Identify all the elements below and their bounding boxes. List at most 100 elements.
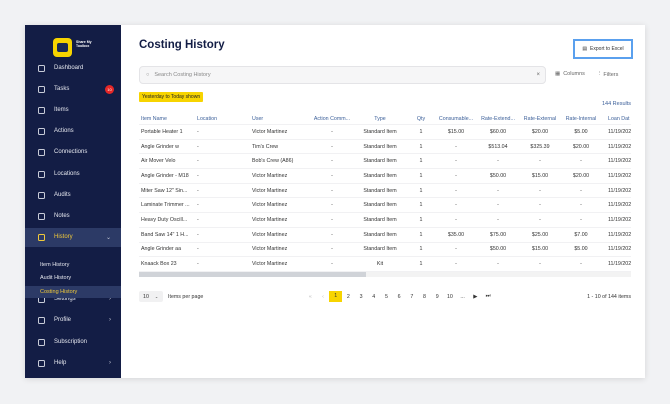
- table-cell: $20.00: [572, 143, 590, 150]
- table-row[interactable]: Portable Heater 1 - Victor Martinez - Standa…: [139, 125, 631, 140]
- sidebar-item-history[interactable]: History ⌄: [25, 227, 121, 247]
- column-header[interactable]: Rate-External: [523, 116, 557, 122]
- table-cell: Kit: [376, 261, 384, 268]
- pagination: 10 ⌄ Items per page « ‹ 1 2 3 4 5 6 7 8 9 10... ▶ ⏭ 1 …: [139, 291, 631, 303]
- page-1-button[interactable]: 1: [329, 291, 343, 302]
- table-cell: 1: [419, 172, 423, 179]
- table-row[interactable]: Knaack Box 23 - Victor Martinez - Kit 1 - - - - 11…: [139, 257, 631, 272]
- sidebar-item-help[interactable]: Help ›: [25, 354, 121, 373]
- per-page-select[interactable]: 10 ⌄: [139, 291, 163, 302]
- table-cell: $20.00: [531, 128, 549, 135]
- sidebar-item-dashboard[interactable]: Dashboard: [25, 59, 121, 78]
- columns-button[interactable]: ▦ Columns: [555, 71, 585, 77]
- table-cell: -: [455, 187, 457, 194]
- table-cell: Tim's Crew: [252, 143, 279, 150]
- column-header[interactable]: Item Name: [141, 116, 167, 122]
- table-row[interactable]: Angle Grinder aa - Victor Martinez - Standar…: [139, 243, 631, 258]
- column-header[interactable]: Action Comm...: [313, 116, 351, 122]
- table-cell: $7.00: [574, 231, 588, 238]
- table-cell: -: [497, 217, 499, 224]
- table-cell: -: [197, 261, 199, 268]
- table-cell: Standard Item: [363, 246, 397, 253]
- table-row[interactable]: Angle Grinder w - Tim's Crew - Standard Item…: [139, 140, 631, 155]
- column-header[interactable]: Type: [374, 116, 386, 122]
- page-3-button[interactable]: 3: [359, 293, 363, 300]
- page-6-button[interactable]: 6: [397, 293, 401, 300]
- column-header[interactable]: Qty: [416, 116, 426, 122]
- last-page-icon[interactable]: ⏭: [485, 293, 491, 299]
- table-cell: $20.00: [572, 172, 590, 179]
- tasks-icon: [38, 85, 45, 93]
- toolbox-logo[interactable]: [53, 38, 72, 57]
- app-window: Share My Toolbox Dashboard Tasks 10 Items Ac…: [25, 25, 645, 378]
- scrollbar-thumb[interactable]: [139, 272, 366, 277]
- table-cell: 11/19/202: [608, 217, 631, 224]
- page-5-button[interactable]: 5: [384, 293, 388, 300]
- sidebar-item-subscription[interactable]: Subscription: [25, 333, 121, 352]
- table-cell: -: [197, 202, 199, 209]
- sidebar-subitem-item-history[interactable]: Item History: [40, 262, 70, 268]
- table-cell: -: [197, 158, 199, 165]
- sidebar-item-tasks[interactable]: Tasks 10: [25, 80, 121, 99]
- chevron-down-icon: ⌄: [105, 234, 111, 241]
- page-8-button[interactable]: 8: [423, 293, 426, 300]
- table-cell: -: [197, 217, 199, 224]
- table-row[interactable]: Laminate Trimmer ... - Victor Martinez - Sta…: [139, 199, 631, 214]
- sidebar-item-audits[interactable]: Audits: [25, 186, 121, 205]
- table-cell: Band Saw 14" 1 H...: [141, 231, 189, 238]
- page-4-button[interactable]: 4: [372, 293, 376, 300]
- sidebar-subitem-audit-history[interactable]: Audit History: [40, 275, 72, 281]
- search-input[interactable]: ○ Search Costing History ×: [139, 66, 546, 84]
- clear-search-icon[interactable]: ×: [536, 72, 540, 78]
- column-header[interactable]: Location: [197, 116, 218, 122]
- pagination-ellipsis: ...: [460, 293, 465, 300]
- sidebar-item-actions[interactable]: Actions: [25, 122, 121, 141]
- table-cell: 1: [419, 158, 423, 165]
- first-page-icon[interactable]: «: [308, 293, 312, 300]
- table-cell: -: [539, 261, 541, 268]
- page-7-button[interactable]: 7: [410, 293, 414, 300]
- search-icon: ○: [146, 72, 150, 78]
- sidebar-item-notes[interactable]: Notes: [25, 207, 121, 226]
- page-2-button[interactable]: 2: [346, 293, 350, 300]
- table-cell: -: [539, 187, 541, 194]
- export-to-excel-button[interactable]: ▤ Export to Excel: [573, 39, 633, 59]
- page-9-button[interactable]: 9: [435, 293, 439, 300]
- table-cell: Standard Item: [363, 172, 397, 179]
- column-header[interactable]: Rate-Extend...: [481, 116, 515, 122]
- filters-button[interactable]: ⫶ Filters: [599, 71, 619, 78]
- table-cell: -: [197, 231, 199, 238]
- page-10-button[interactable]: 10: [446, 293, 453, 300]
- table-cell: Bob's Crew (A86): [252, 158, 294, 165]
- connections-icon: [38, 148, 45, 156]
- table-row[interactable]: Heavy Duty Oscill... - Victor Martinez - Sta…: [139, 213, 631, 228]
- table-cell: Standard Item: [363, 128, 397, 135]
- table-cell: -: [580, 158, 582, 165]
- table-cell: Air Mover Velo: [141, 158, 176, 165]
- table-cell: 1: [419, 261, 423, 268]
- sidebar-item-locations[interactable]: Locations: [25, 165, 121, 184]
- table-row[interactable]: Band Saw 14" 1 H... - Victor Martinez - Stan…: [139, 228, 631, 243]
- column-header[interactable]: User: [252, 116, 264, 122]
- table-row[interactable]: Air Mover Velo - Bob's Crew (A86) - Standard…: [139, 154, 631, 170]
- column-header[interactable]: Consumable...: [438, 116, 474, 122]
- chevron-right-icon: ›: [109, 360, 111, 366]
- horizontal-scrollbar[interactable]: [139, 272, 631, 277]
- table-row[interactable]: Angle Grinder - M18 - Victor Martinez - Stan…: [139, 169, 631, 184]
- sidebar-item-connections[interactable]: Connections: [25, 143, 121, 162]
- column-header[interactable]: Loan Dat: [608, 116, 630, 122]
- notes-icon: [38, 212, 45, 220]
- table-cell: 11/19/202: [608, 143, 631, 150]
- table-cell: 11/19/202: [608, 246, 631, 253]
- next-page-icon[interactable]: ▶: [473, 293, 478, 300]
- table-row[interactable]: Miter Saw 12" Sin... - Victor Martinez - Sta…: [139, 184, 631, 199]
- table-cell: -: [331, 202, 333, 209]
- sidebar-item-items[interactable]: Items: [25, 101, 121, 120]
- chevron-right-icon: ›: [109, 296, 111, 302]
- table-cell: 11/19/202: [608, 202, 631, 209]
- column-header[interactable]: Rate-Internal: [565, 116, 597, 122]
- sidebar-item-profile[interactable]: Profile ›: [25, 311, 121, 330]
- prev-page-icon[interactable]: ‹: [322, 293, 324, 300]
- sidebar-subitem-costing-history[interactable]: Costing History: [25, 286, 121, 298]
- table-cell: -: [455, 172, 457, 179]
